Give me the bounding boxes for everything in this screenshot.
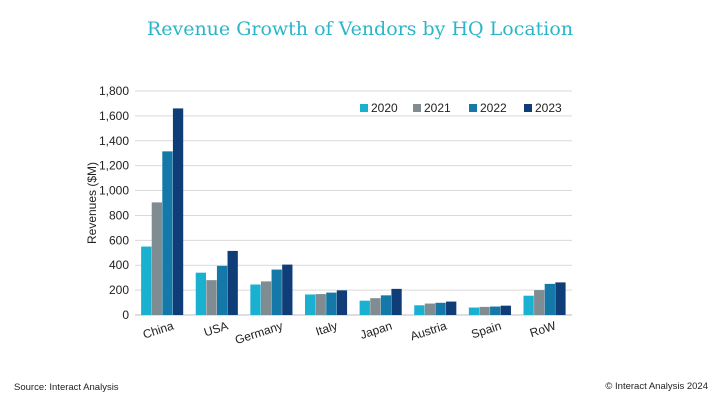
bar-austria-2020 bbox=[414, 305, 425, 315]
y-tick-label: 1,400 bbox=[99, 134, 129, 148]
bar-japan-2022 bbox=[380, 295, 392, 315]
bar-usa-2022 bbox=[216, 265, 228, 315]
x-tick-label: Germany bbox=[233, 319, 284, 348]
bar-row-2023 bbox=[555, 282, 566, 315]
legend-label-2020: 2020 bbox=[371, 101, 398, 115]
legend-swatch-2022 bbox=[469, 104, 477, 112]
legend-label-2023: 2023 bbox=[535, 101, 562, 115]
bar-japan-2021 bbox=[370, 298, 381, 315]
y-tick-label: 1,800 bbox=[99, 84, 129, 98]
bar-usa-2023 bbox=[227, 250, 238, 315]
bar-italy-2023 bbox=[336, 290, 348, 315]
y-tick-labels: 0 200 400 600 800 1,000 1,200 1,400 1,600 1,800 bbox=[99, 84, 129, 322]
source-note: Source: Interact Analysis bbox=[14, 382, 119, 393]
bar-austria-2021 bbox=[424, 303, 436, 315]
bar-germany-2020 bbox=[250, 284, 261, 315]
bar-usa-2021 bbox=[206, 280, 217, 315]
bar-germany-2021 bbox=[260, 281, 272, 315]
x-tick-label: China bbox=[141, 318, 175, 341]
legend-label-2022: 2022 bbox=[480, 101, 507, 115]
y-tick-label: 600 bbox=[109, 233, 129, 247]
y-tick-label: 1,000 bbox=[99, 184, 129, 198]
x-tick-label: Austria bbox=[409, 318, 449, 343]
x-tick-label: Spain bbox=[469, 319, 503, 342]
bar-austria-2022 bbox=[435, 302, 446, 315]
bars bbox=[141, 108, 566, 315]
y-tick-label: 0 bbox=[122, 308, 129, 322]
bar-austria-2023 bbox=[446, 301, 457, 315]
gridlines bbox=[135, 90, 572, 316]
x-tick-label: USA bbox=[202, 319, 230, 340]
bar-spain-2023 bbox=[500, 305, 511, 315]
y-tick-label: 400 bbox=[109, 258, 129, 272]
bar-china-2021 bbox=[151, 202, 163, 315]
copyright-note: © Interact Analysis 2024 bbox=[605, 381, 708, 392]
bar-china-2020 bbox=[141, 246, 152, 315]
bar-china-2023 bbox=[172, 108, 184, 315]
y-tick-label: 1,600 bbox=[99, 109, 129, 123]
y-tick-label: 1,200 bbox=[99, 159, 129, 173]
bar-germany-2023 bbox=[282, 264, 293, 315]
bar-row-2021 bbox=[534, 290, 545, 315]
legend-swatch-2021 bbox=[413, 104, 421, 112]
bar-row-2022 bbox=[544, 283, 555, 315]
y-tick-label: 200 bbox=[109, 283, 129, 297]
x-tick-label: RoW bbox=[528, 318, 558, 340]
bar-japan-2023 bbox=[391, 288, 402, 315]
x-tick-label: Italy bbox=[314, 319, 339, 339]
bar-italy-2020 bbox=[304, 294, 316, 315]
bar-usa-2020 bbox=[195, 272, 207, 315]
legend-swatch-2020 bbox=[360, 104, 368, 112]
chart-title: Revenue Growth of Vendors by HQ Location bbox=[146, 18, 574, 40]
y-tick-label: 800 bbox=[109, 208, 129, 222]
legend-swatch-2023 bbox=[524, 104, 532, 112]
bar-italy-2022 bbox=[326, 292, 337, 315]
legend-label-2021: 2021 bbox=[424, 101, 451, 115]
x-tick-label: Japan bbox=[358, 319, 393, 342]
bar-spain-2021 bbox=[479, 306, 490, 315]
bar-spain-2022 bbox=[490, 306, 501, 315]
bar-japan-2020 bbox=[359, 300, 370, 315]
bar-italy-2021 bbox=[315, 294, 326, 315]
x-tick-labels: China USA Germany Italy Japan Austria Spain RoW bbox=[141, 318, 558, 347]
legend: 2020 2021 2022 2023 bbox=[360, 101, 562, 115]
bar-germany-2022 bbox=[271, 269, 282, 315]
bar-row-2020 bbox=[523, 295, 534, 315]
bar-spain-2020 bbox=[468, 307, 480, 315]
bar-china-2022 bbox=[162, 151, 173, 315]
y-axis-label: Revenues ($M) bbox=[85, 162, 99, 244]
